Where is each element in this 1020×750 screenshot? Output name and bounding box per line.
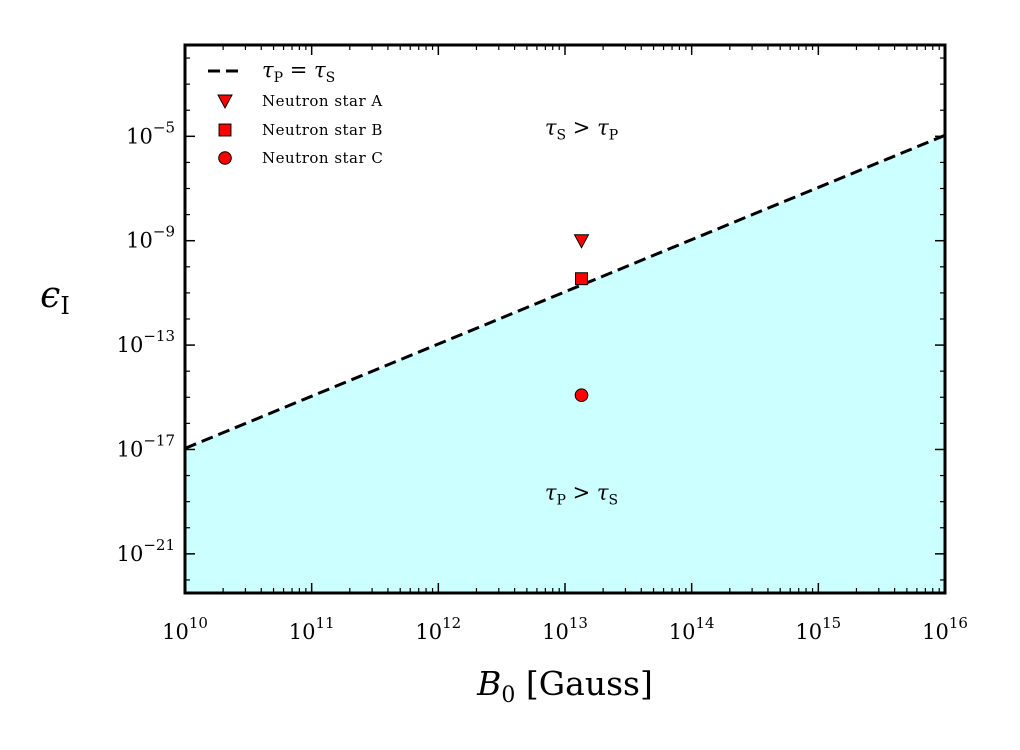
x-axis-label: B0 [Gauss] [476, 664, 653, 708]
region-label-upper: τS > τP [545, 115, 618, 143]
x-tick-label: 1016 [922, 614, 968, 644]
plot-area: τS > τP τP > τS [184, 115, 946, 594]
plot-frame [183, 43, 947, 595]
data-point-circle [574, 388, 589, 403]
legend-label-point: Neutron star A [262, 92, 383, 110]
legend-label-point: Neutron star C [262, 149, 383, 167]
legend-label-boundary: τP = τS [262, 58, 335, 86]
x-tick-label: 1015 [795, 614, 841, 644]
region-label-lower: τP > τS [545, 481, 618, 509]
y-tick-labels: 10−5 10−9 10−13 10−17 10−21 [117, 118, 175, 566]
legend-label-point: Neutron star B [262, 121, 383, 139]
legend-marker-circle [218, 151, 232, 165]
y-tick-label: 10−13 [117, 327, 175, 357]
x-tick-label: 1013 [542, 614, 588, 644]
boundary-line-series [184, 133, 946, 450]
y-tick-label: 10−5 [126, 118, 175, 148]
x-tick-label: 1012 [415, 614, 461, 644]
x-tick-label: 1011 [289, 614, 335, 644]
x-tick-label: 1014 [669, 614, 715, 644]
legend-marker-square [218, 123, 232, 137]
markers-layer [573, 234, 590, 403]
tau-p-greater-region-fill [185, 135, 945, 594]
legend-marker-triangle-down [217, 94, 233, 110]
region-labels: τS > τP τP > τS [545, 115, 618, 508]
x-tick-labels: 1010 1011 1012 1013 1014 1015 1016 [162, 614, 968, 644]
legend: τP = τS Neutron star A Neutron star B Neutr… [208, 58, 383, 167]
y-tick-label: 10−9 [126, 223, 175, 253]
y-axis-label: ϵI [40, 275, 70, 320]
data-point-triangle-down [573, 234, 590, 249]
data-point-square [575, 272, 588, 286]
y-tick-label: 10−21 [117, 536, 175, 566]
y-tick-label: 10−17 [117, 431, 175, 461]
x-tick-label: 1010 [162, 614, 208, 644]
